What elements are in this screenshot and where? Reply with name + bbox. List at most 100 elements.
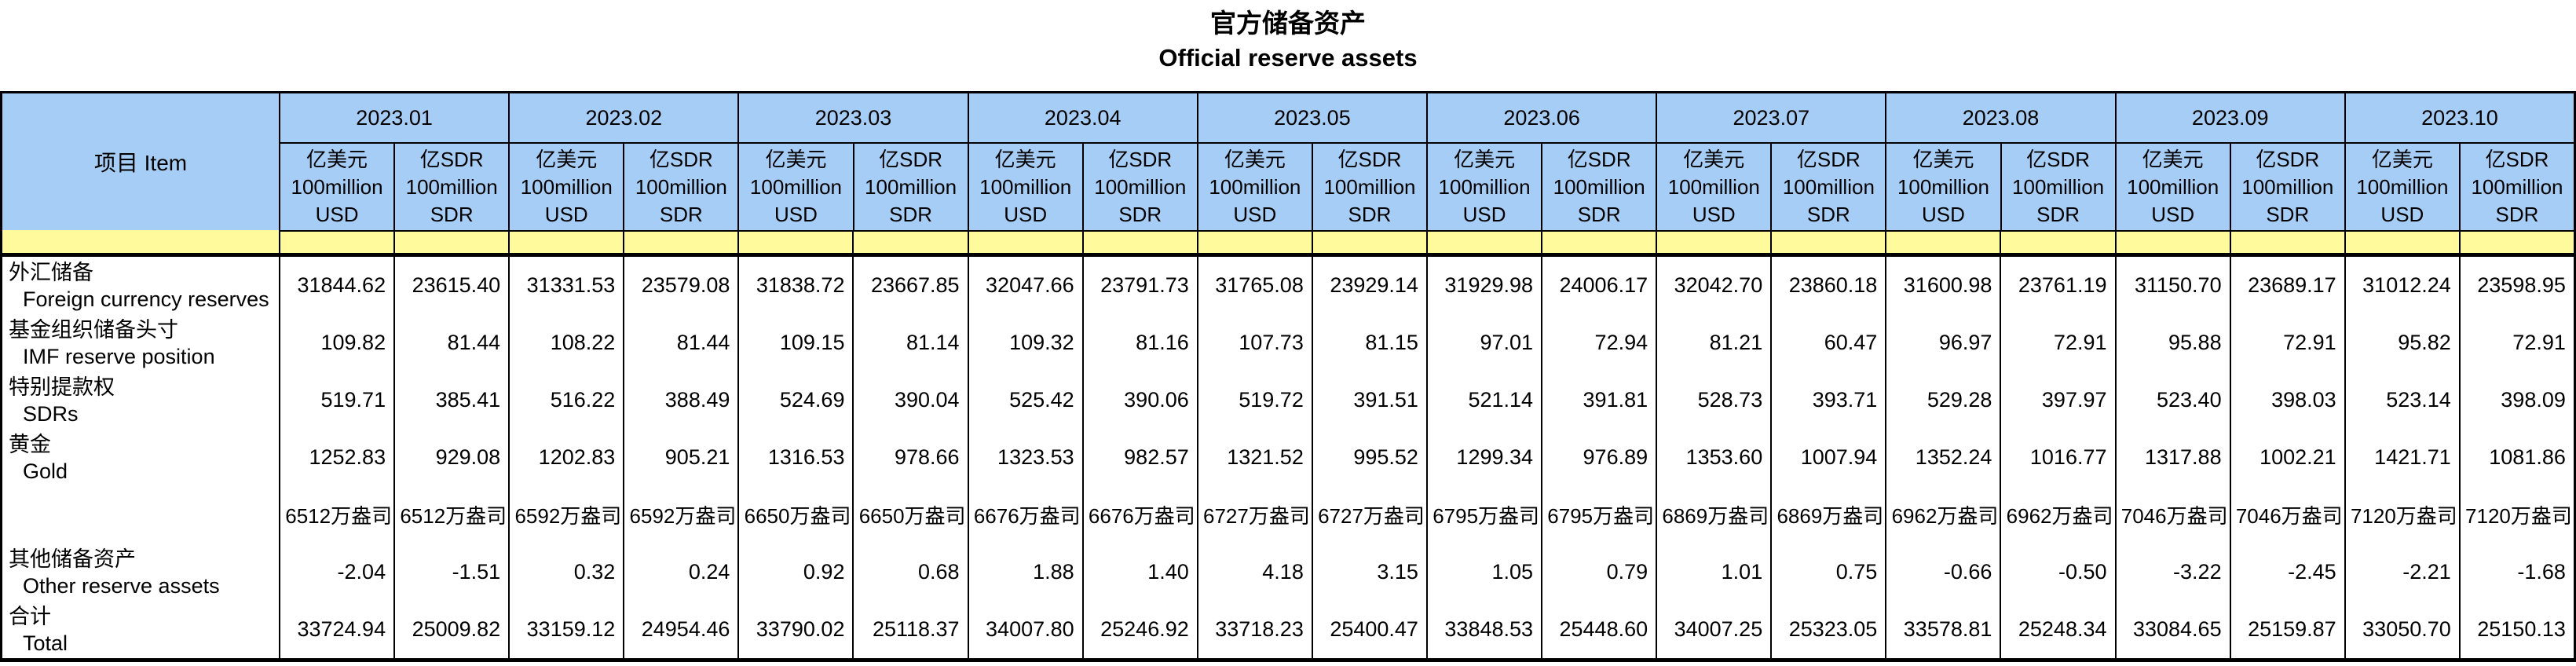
unit-header-line: 亿SDR	[879, 147, 943, 171]
value-cell-usd: 6869万盎司	[1656, 486, 1770, 543]
item-header-cell: 项目 Item	[93, 151, 188, 175]
value-cell-sdr: 385.41	[393, 371, 508, 429]
value-cell-sdr: 388.49	[623, 371, 737, 429]
value-cell-usd: 33050.70	[2344, 601, 2459, 658]
unit-header-usd: 亿美元 100million USD	[969, 144, 1082, 230]
unit-header-line: 100million	[979, 174, 1072, 199]
month-column: 2023.06 亿美元 100million USD 亿SDR 100million SDR	[1426, 93, 1656, 230]
value-cell-usd: 32042.70	[1656, 257, 1770, 314]
unit-headers: 亿美元 100million USD 亿SDR 100million SDR	[739, 144, 967, 230]
month-column: 2023.10 亿美元 100million USD 亿SDR 100million SDR	[2344, 93, 2574, 230]
value-cell-sdr: 1081.86	[2458, 429, 2574, 486]
row-label: 基金组织储备头寸 IMF reserve position	[2, 314, 279, 371]
unit-headers: 亿美元 100million USD 亿SDR 100million SDR	[2346, 144, 2574, 230]
unit-header-sdr: 亿SDR 100million SDR	[2229, 144, 2344, 230]
month-header-label: 2023.02	[510, 93, 738, 144]
value-cell-usd: 1353.60	[1656, 429, 1770, 486]
value-cell-sdr: 1.40	[1081, 543, 1197, 601]
unit-header-sdr: 亿SDR 100million SDR	[2458, 144, 2574, 230]
unit-header-line: SDR	[2495, 202, 2539, 226]
spacer-cell	[2344, 230, 2459, 253]
value-cell-usd: 6592万盎司	[508, 486, 623, 543]
months-header: 2023.01 亿美元 100million USD 亿SDR 100million SDR…	[279, 93, 2574, 230]
row-label: 外汇储备 Foreign currency reserves	[2, 257, 279, 314]
value-cell-sdr: 995.52	[1311, 429, 1426, 486]
value-cell-usd: 1252.83	[279, 429, 393, 486]
value-cell-sdr: 60.47	[1770, 314, 1885, 371]
value-cell-usd: 6676万盎司	[967, 486, 1082, 543]
unit-header-line: 亿SDR	[1567, 147, 1631, 171]
month-column: 2023.02 亿美元 100million USD 亿SDR 100million SDR	[508, 93, 738, 230]
value-cell-usd: 519.72	[1196, 371, 1312, 429]
unit-headers: 亿美元 100million USD 亿SDR 100million SDR	[510, 144, 737, 230]
unit-header-usd: 亿美元 100million USD	[280, 144, 393, 230]
unit-header-line: USD	[2151, 202, 2195, 226]
unit-header-line: SDR	[2036, 202, 2080, 226]
value-cell-sdr: 398.03	[2229, 371, 2344, 429]
row-label-en: IMF reserve position	[23, 344, 215, 368]
value-cell-sdr: 23791.73	[1081, 257, 1197, 314]
value-cell-usd: 31844.62	[279, 257, 393, 314]
unit-header-line: USD	[1462, 202, 1506, 226]
value-cell-sdr: 7046万盎司	[2229, 486, 2344, 543]
value-cell-usd: 519.71	[279, 371, 393, 429]
unit-header-line: USD	[315, 202, 359, 226]
month-header-label: 2023.04	[968, 93, 1197, 144]
value-cell-sdr: 0.24	[623, 543, 737, 601]
unit-header-line: SDR	[1577, 202, 1621, 226]
value-cell-sdr: 72.91	[2458, 314, 2574, 371]
value-cell-sdr: 6727万盎司	[1311, 486, 1426, 543]
row-label-zh: 其他储备资产	[9, 547, 136, 571]
unit-header-sdr: 亿SDR 100million SDR	[1081, 144, 1197, 230]
value-cell-usd: 6727万盎司	[1196, 486, 1312, 543]
unit-header-sdr: 亿SDR 100million SDR	[393, 144, 508, 230]
value-cell-sdr: -0.50	[2000, 543, 2114, 601]
month-header-label: 2023.06	[1428, 93, 1656, 144]
value-cell-usd: 34007.80	[967, 601, 1082, 658]
unit-header-line: 100million	[1323, 174, 1416, 199]
spacer-cell	[1885, 230, 2000, 253]
month-header-label: 2023.01	[280, 93, 509, 144]
value-cell-usd: 6650万盎司	[737, 486, 852, 543]
value-cell-sdr: 81.44	[623, 314, 737, 371]
value-cell-sdr: 24006.17	[1541, 257, 1656, 314]
unit-header-line: 100million	[1553, 174, 1645, 199]
spacer-cell	[1656, 230, 1771, 253]
value-cell-usd: 516.22	[508, 371, 623, 429]
month-header-label: 2023.05	[1198, 93, 1427, 144]
value-cell-usd: 31838.72	[737, 257, 852, 314]
unit-header-line: 100million	[1667, 174, 1760, 199]
value-cell-sdr: 25009.82	[393, 601, 508, 658]
value-cell-usd: 31929.98	[1425, 257, 1541, 314]
unit-header-usd: 亿美元 100million USD	[1886, 144, 2000, 230]
unit-header-line: 亿美元	[2142, 147, 2204, 171]
table-row: 合计 Total 33724.94 25009.82 33159.12 24954.46 3…	[2, 601, 2574, 658]
value-cell-sdr: 72.91	[2000, 314, 2114, 371]
unit-header-line: USD	[1692, 202, 1736, 226]
value-cell-sdr: 24954.46	[623, 601, 737, 658]
value-cell-sdr: 23579.08	[623, 257, 737, 314]
value-cell-sdr: 25400.47	[1311, 601, 1426, 658]
unit-header-line: 100million	[2356, 174, 2449, 199]
value-cell-usd: 33790.02	[737, 601, 852, 658]
unit-header-line: 100million	[635, 174, 727, 199]
unit-header-sdr: 亿SDR 100million SDR	[852, 144, 968, 230]
spacer-cell	[623, 230, 738, 253]
value-cell-usd: 95.88	[2114, 314, 2230, 371]
value-cell-sdr: 25248.34	[2000, 601, 2114, 658]
table-header: 项目 Item 2023.01 亿美元 100million USD 亿SDR 100mi…	[2, 93, 2574, 230]
value-cell-usd: 1.05	[1425, 543, 1541, 601]
spacer-band-row	[2, 230, 2574, 253]
value-cell-usd: 107.73	[1196, 314, 1312, 371]
unit-header-usd: 亿美元 100million USD	[510, 144, 623, 230]
unit-header-line: 亿美元	[1224, 147, 1286, 171]
value-cell-usd: 0.92	[737, 543, 852, 601]
unit-header-line: SDR	[430, 202, 474, 226]
spacer-cell	[393, 230, 509, 253]
value-cell-usd: 1202.83	[508, 429, 623, 486]
month-header-label: 2023.08	[1886, 93, 2115, 144]
unit-header-line: 亿美元	[994, 147, 1056, 171]
value-cell-usd: 33578.81	[1885, 601, 2000, 658]
unit-header-line: USD	[1922, 202, 1965, 226]
official-reserve-assets-table: 项目 Item 2023.01 亿美元 100million USD 亿SDR 100mi…	[0, 91, 2576, 662]
